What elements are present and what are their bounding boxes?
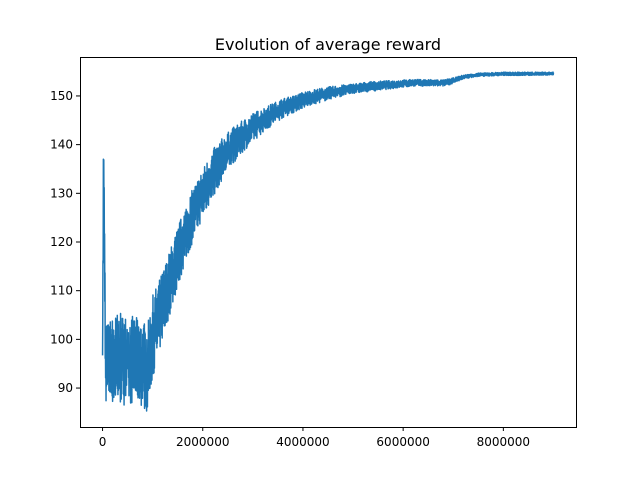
x-tick-label: 6000000 xyxy=(376,435,429,449)
series-line xyxy=(101,71,555,412)
x-tick-label: 8000000 xyxy=(477,435,530,449)
x-axis: 0 2000000 4000000 6000000 8000000 xyxy=(99,427,530,449)
y-tick-label: 150 xyxy=(50,89,73,103)
y-tick-label: 100 xyxy=(50,332,73,346)
y-tick-label: 140 xyxy=(50,138,73,152)
chart-title: Evolution of average reward xyxy=(215,35,441,54)
axes-frame xyxy=(80,57,577,428)
y-tick-label: 90 xyxy=(58,381,73,395)
y-axis: 90 100 110 120 130 140 150 xyxy=(50,89,80,395)
x-tick-label: 0 xyxy=(99,435,107,449)
y-tick-label: 110 xyxy=(50,284,73,298)
x-tick-label: 4000000 xyxy=(276,435,329,449)
series-layer xyxy=(101,71,555,412)
y-tick-label: 130 xyxy=(50,186,73,200)
y-tick-label: 120 xyxy=(50,235,73,249)
x-tick-label: 2000000 xyxy=(176,435,229,449)
